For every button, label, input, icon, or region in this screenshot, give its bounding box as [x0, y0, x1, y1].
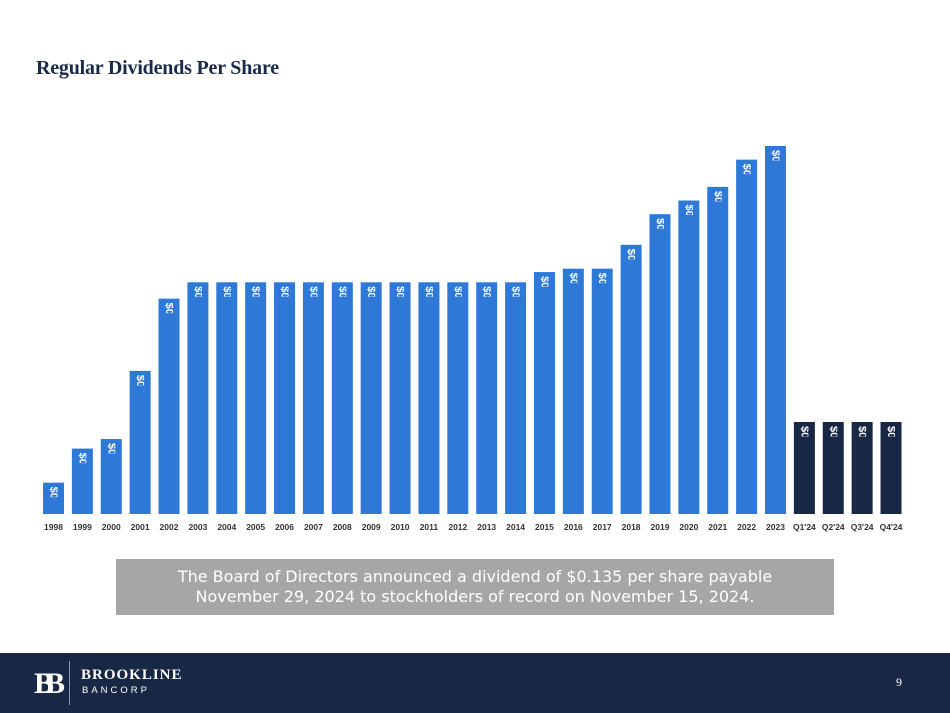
bar-2013	[476, 282, 498, 514]
bar-value-label: $0.096	[76, 453, 88, 487]
bar-2011	[418, 282, 440, 514]
x-tick-label: Q2'24	[822, 522, 845, 532]
bar-value-label: $0.340	[192, 286, 204, 320]
bar-Q4'24	[880, 422, 902, 514]
bar-value-label: $0.135	[856, 426, 868, 460]
x-tick-label: 2005	[246, 522, 265, 532]
bar-value-label: $0.355	[538, 276, 550, 310]
page-number: 9	[896, 675, 902, 689]
x-tick-label: 2022	[737, 522, 756, 532]
bar-Q1'24	[793, 422, 815, 514]
bar-value-label: $0.210	[134, 375, 146, 409]
x-tick-label: 2000	[102, 522, 121, 532]
logo-divider	[69, 661, 70, 705]
bar-Q3'24	[851, 422, 873, 514]
bar-2000	[100, 439, 122, 514]
bar-value-label: $0.316	[163, 303, 175, 337]
x-tick-label: Q3'24	[851, 522, 874, 532]
x-tick-label: 2010	[391, 522, 410, 532]
bar-value-label: $0.340	[452, 286, 464, 320]
bar-2023	[765, 146, 786, 514]
x-tick-label: 2014	[506, 522, 525, 532]
bar-value-label: $0.360	[596, 273, 608, 307]
bar-2008	[331, 282, 353, 514]
bar-value-label: $0.340	[365, 286, 377, 320]
company-name: BROOKLINE	[81, 667, 183, 683]
x-tick-label: 2003	[188, 522, 207, 532]
bar-2001	[129, 370, 151, 514]
bar-2003	[187, 282, 209, 514]
x-tick-label: 2011	[420, 522, 439, 532]
page-title: Regular Dividends Per Share	[36, 57, 279, 79]
x-tick-label: Q1'24	[793, 522, 816, 532]
bar-2017	[591, 268, 613, 514]
bar-2002	[158, 298, 180, 514]
company-subname: BANCORP	[82, 685, 150, 696]
x-tick-label: 2008	[333, 522, 352, 532]
bar-2006	[274, 282, 296, 514]
x-tick-label: 2019	[651, 522, 670, 532]
brookline-logo-icon: BB	[34, 667, 65, 700]
bar-value-label: $0.135	[827, 426, 839, 460]
bar-value-label: $0.360	[567, 273, 579, 307]
bar-value-label: $0.340	[394, 286, 406, 320]
bar-Q2'24	[822, 422, 844, 514]
x-tick-label: 2012	[448, 522, 467, 532]
dividends-bar-chart: $0.0461998 $0.096 1999 $0.110 2000 $0.210 2001…	[43, 146, 903, 532]
bar-value-label: $0.340	[336, 286, 348, 320]
x-tick-label: 2004	[217, 522, 236, 532]
bar-1999	[71, 448, 93, 514]
bar-value-label: $0.135	[798, 426, 810, 460]
x-tick-label: Q4'24	[880, 522, 903, 532]
bar-2007	[302, 282, 324, 514]
x-tick-label: 2020	[679, 522, 698, 532]
bar-value-label: $0.340	[279, 286, 291, 320]
bar-value-label: $0.340	[307, 286, 319, 320]
x-tick-label: 2002	[160, 522, 179, 532]
dividend-announcement: The Board of Directors announced a divid…	[116, 559, 834, 615]
bar-2022	[736, 159, 758, 514]
bar-2004	[216, 282, 238, 514]
bar-value-label: $0.046	[48, 487, 60, 521]
bar-2020	[678, 200, 700, 514]
bar-value-label: $0.110	[105, 443, 117, 476]
x-tick-label: 2016	[564, 522, 583, 532]
bar-2016	[562, 268, 584, 514]
bar-value-label: $0.460	[683, 205, 695, 239]
bar-value-label: $0.540	[770, 150, 782, 184]
x-tick-label: 1998	[44, 522, 63, 532]
bar-2018	[620, 244, 642, 514]
bar-2021	[707, 186, 729, 514]
x-tick-label: 2007	[304, 522, 323, 532]
bar-value-label: $0.340	[423, 286, 435, 320]
bar-value-label: $0.340	[221, 286, 233, 320]
x-tick-label: 2018	[622, 522, 641, 532]
bar-2005	[245, 282, 267, 514]
x-tick-label: 2009	[362, 522, 381, 532]
x-tick-label: 2006	[275, 522, 294, 532]
bar-2009	[360, 282, 382, 514]
footer-bar: BB BROOKLINE BANCORP 9	[0, 653, 950, 713]
x-tick-label: 2023	[766, 522, 785, 532]
x-tick-label: 2013	[477, 522, 496, 532]
bar-1998	[43, 482, 64, 514]
bar-value-label: $0.520	[741, 164, 753, 198]
bar-value-label: $0.340	[481, 286, 493, 320]
x-tick-label: 2021	[708, 522, 727, 532]
bar-value-label: $0.440	[654, 218, 666, 252]
bar-value-label: $0.395	[625, 249, 637, 283]
x-tick-label: 2017	[593, 522, 612, 532]
x-tick-label: 2015	[535, 522, 554, 532]
bar-value-label: $0.480	[712, 191, 724, 225]
bar-2014	[505, 282, 527, 514]
x-tick-label: 2001	[131, 522, 150, 532]
bar-value-label: $0.340	[250, 286, 262, 320]
bar-2012	[447, 282, 469, 514]
bar-value-label: $0.135	[885, 426, 897, 460]
bar-2019	[649, 214, 671, 514]
bar-2015	[533, 272, 555, 514]
bar-2010	[389, 282, 411, 514]
bar-value-label: $0.340	[510, 286, 522, 320]
x-tick-label: 1999	[73, 522, 92, 532]
